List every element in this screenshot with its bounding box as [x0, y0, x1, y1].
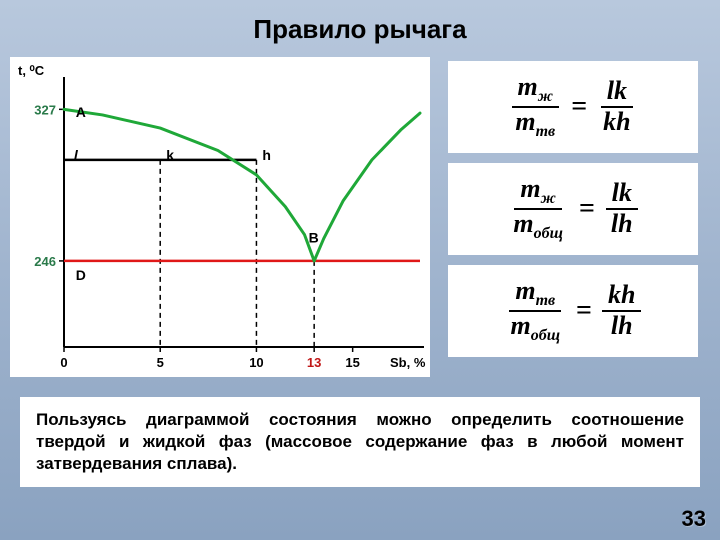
svg-text:D: D [76, 267, 86, 283]
svg-text:Sb, %: Sb, % [390, 355, 426, 370]
phase-diagram-chart: t, ⁰CSb, %32724605101315AlkhBD [10, 57, 430, 377]
chart-svg: t, ⁰CSb, %32724605101315AlkhBD [10, 57, 430, 377]
equation-1: mж mтв = lk kh [448, 61, 698, 153]
svg-text:h: h [262, 147, 271, 163]
svg-text:A: A [76, 104, 86, 120]
equation-2: mж mобщ = lk lh [448, 163, 698, 255]
equations-panel: mж mтв = lk kh mж mобщ = lk lh mтв mобщ [448, 61, 698, 377]
equation-3: mтв mобщ = kh lh [448, 265, 698, 357]
main-content: t, ⁰CSb, %32724605101315AlkhBD mж mтв = … [0, 57, 720, 377]
page-number: 33 [682, 506, 706, 532]
svg-text:0: 0 [60, 355, 67, 370]
svg-text:5: 5 [157, 355, 164, 370]
description-text: Пользуясь диаграммой состояния можно опр… [20, 397, 700, 487]
svg-text:B: B [309, 229, 319, 245]
svg-text:10: 10 [249, 355, 263, 370]
svg-text:t, ⁰C: t, ⁰C [18, 63, 45, 78]
svg-text:327: 327 [34, 102, 56, 117]
svg-text:k: k [166, 147, 174, 163]
page-title: Правило рычага [0, 0, 720, 45]
svg-text:15: 15 [345, 355, 359, 370]
svg-text:246: 246 [34, 254, 56, 269]
svg-text:13: 13 [307, 355, 321, 370]
